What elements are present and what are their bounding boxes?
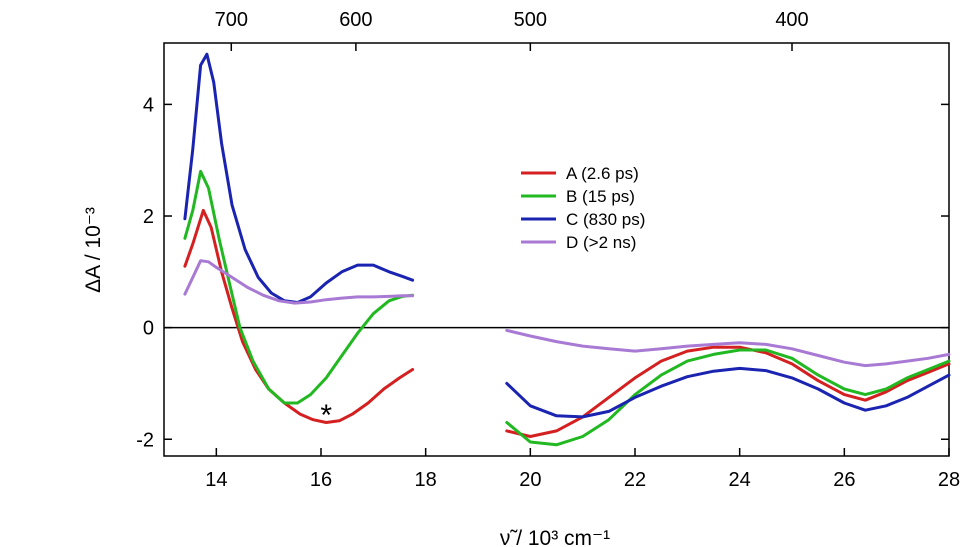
legend: A (2.6 ps) B (15 ps) C (830 ps) D (>2 ns) [521,164,645,252]
series-line-c-right [505,366,951,419]
legend-label: C (830 ps) [566,210,645,229]
x-tick-label: 18 [415,469,437,491]
plot-frame [163,42,950,457]
top-axis-ticks: 700 600 500 400 [215,9,809,51]
y-axis-title: ΔA / 10⁻³ [82,207,105,293]
y-tick-label: -2 [136,429,154,451]
series-line-d-left [183,259,415,305]
x-tick-label: 26 [833,469,855,491]
top-tick-label: 500 [514,9,547,31]
y-tick-label: 2 [143,206,154,228]
y-axis-ticks: -2 0 2 4 [136,94,949,451]
series-line-b-left [183,169,415,405]
top-tick-label: 400 [775,9,808,31]
x-tick-label: 20 [519,469,541,491]
x-tick-label: 24 [729,469,751,491]
top-tick-label: 700 [215,9,248,31]
x-tick-label: 28 [938,469,960,491]
x-axis-title: ν̃ / 10³ cm⁻¹ [500,527,610,547]
annotation-asterisk: * [320,399,332,432]
x-axis-ticks: 14 16 18 20 22 24 26 28 [205,448,960,491]
x-tick-label: 16 [310,469,332,491]
legend-label: B (15 ps) [566,187,635,206]
top-tick-label: 600 [339,9,372,31]
legend-label: D (>2 ns) [566,233,636,252]
series-line-c-left [183,52,415,304]
x-tick-label: 14 [205,469,227,491]
y-tick-label: 0 [143,318,154,340]
series-line-b-right [505,348,951,447]
x-tick-label: 22 [624,469,646,491]
series-line-a-right [505,345,951,438]
legend-label: A (2.6 ps) [566,164,639,183]
series-group [183,52,951,447]
series-line-d-right [505,328,951,368]
y-tick-label: 4 [143,94,154,116]
